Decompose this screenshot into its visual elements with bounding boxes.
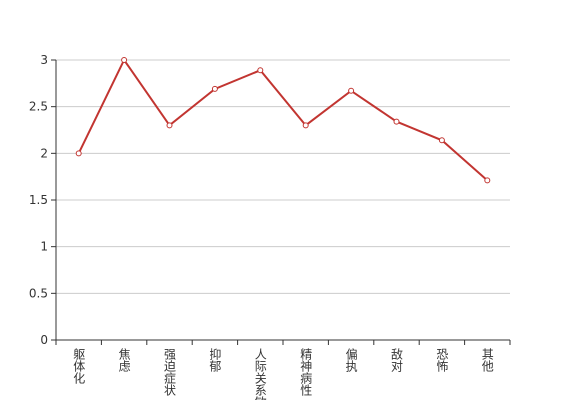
x-tick-label: 躯体化: [72, 347, 86, 385]
x-tick-label: 焦虑: [117, 348, 131, 372]
x-tick-label: 抑郁: [208, 347, 222, 373]
x-tick-label: 人际关系敏感: [253, 348, 267, 400]
y-tick-label: 3: [40, 53, 48, 67]
point: [121, 57, 128, 63]
point: [484, 177, 491, 184]
y-tick-label: 1: [40, 240, 48, 254]
x-tick-label: 强迫症状: [163, 348, 177, 396]
y-tick-label: 0: [40, 333, 48, 347]
point: [166, 122, 173, 129]
point: [393, 118, 400, 125]
x-tick-label: 恐怖: [435, 348, 449, 372]
y-tick-label: 2: [40, 146, 48, 160]
point: [257, 67, 264, 74]
point: [348, 87, 355, 94]
point: [438, 137, 445, 144]
line: [77, 58, 488, 182]
x-tick-label: 其他: [480, 348, 494, 372]
y-tick-label: 0.5: [29, 286, 48, 300]
x-tick-label: 偏执: [344, 347, 358, 373]
x-tick-label: 敌对: [390, 347, 404, 372]
point: [75, 150, 82, 157]
x-tick-label: 精神病性: [299, 348, 313, 397]
y-tick-label: 1.5: [29, 193, 48, 207]
y-tick-label: 2.5: [29, 100, 48, 114]
point: [302, 122, 309, 129]
point: [211, 85, 218, 92]
